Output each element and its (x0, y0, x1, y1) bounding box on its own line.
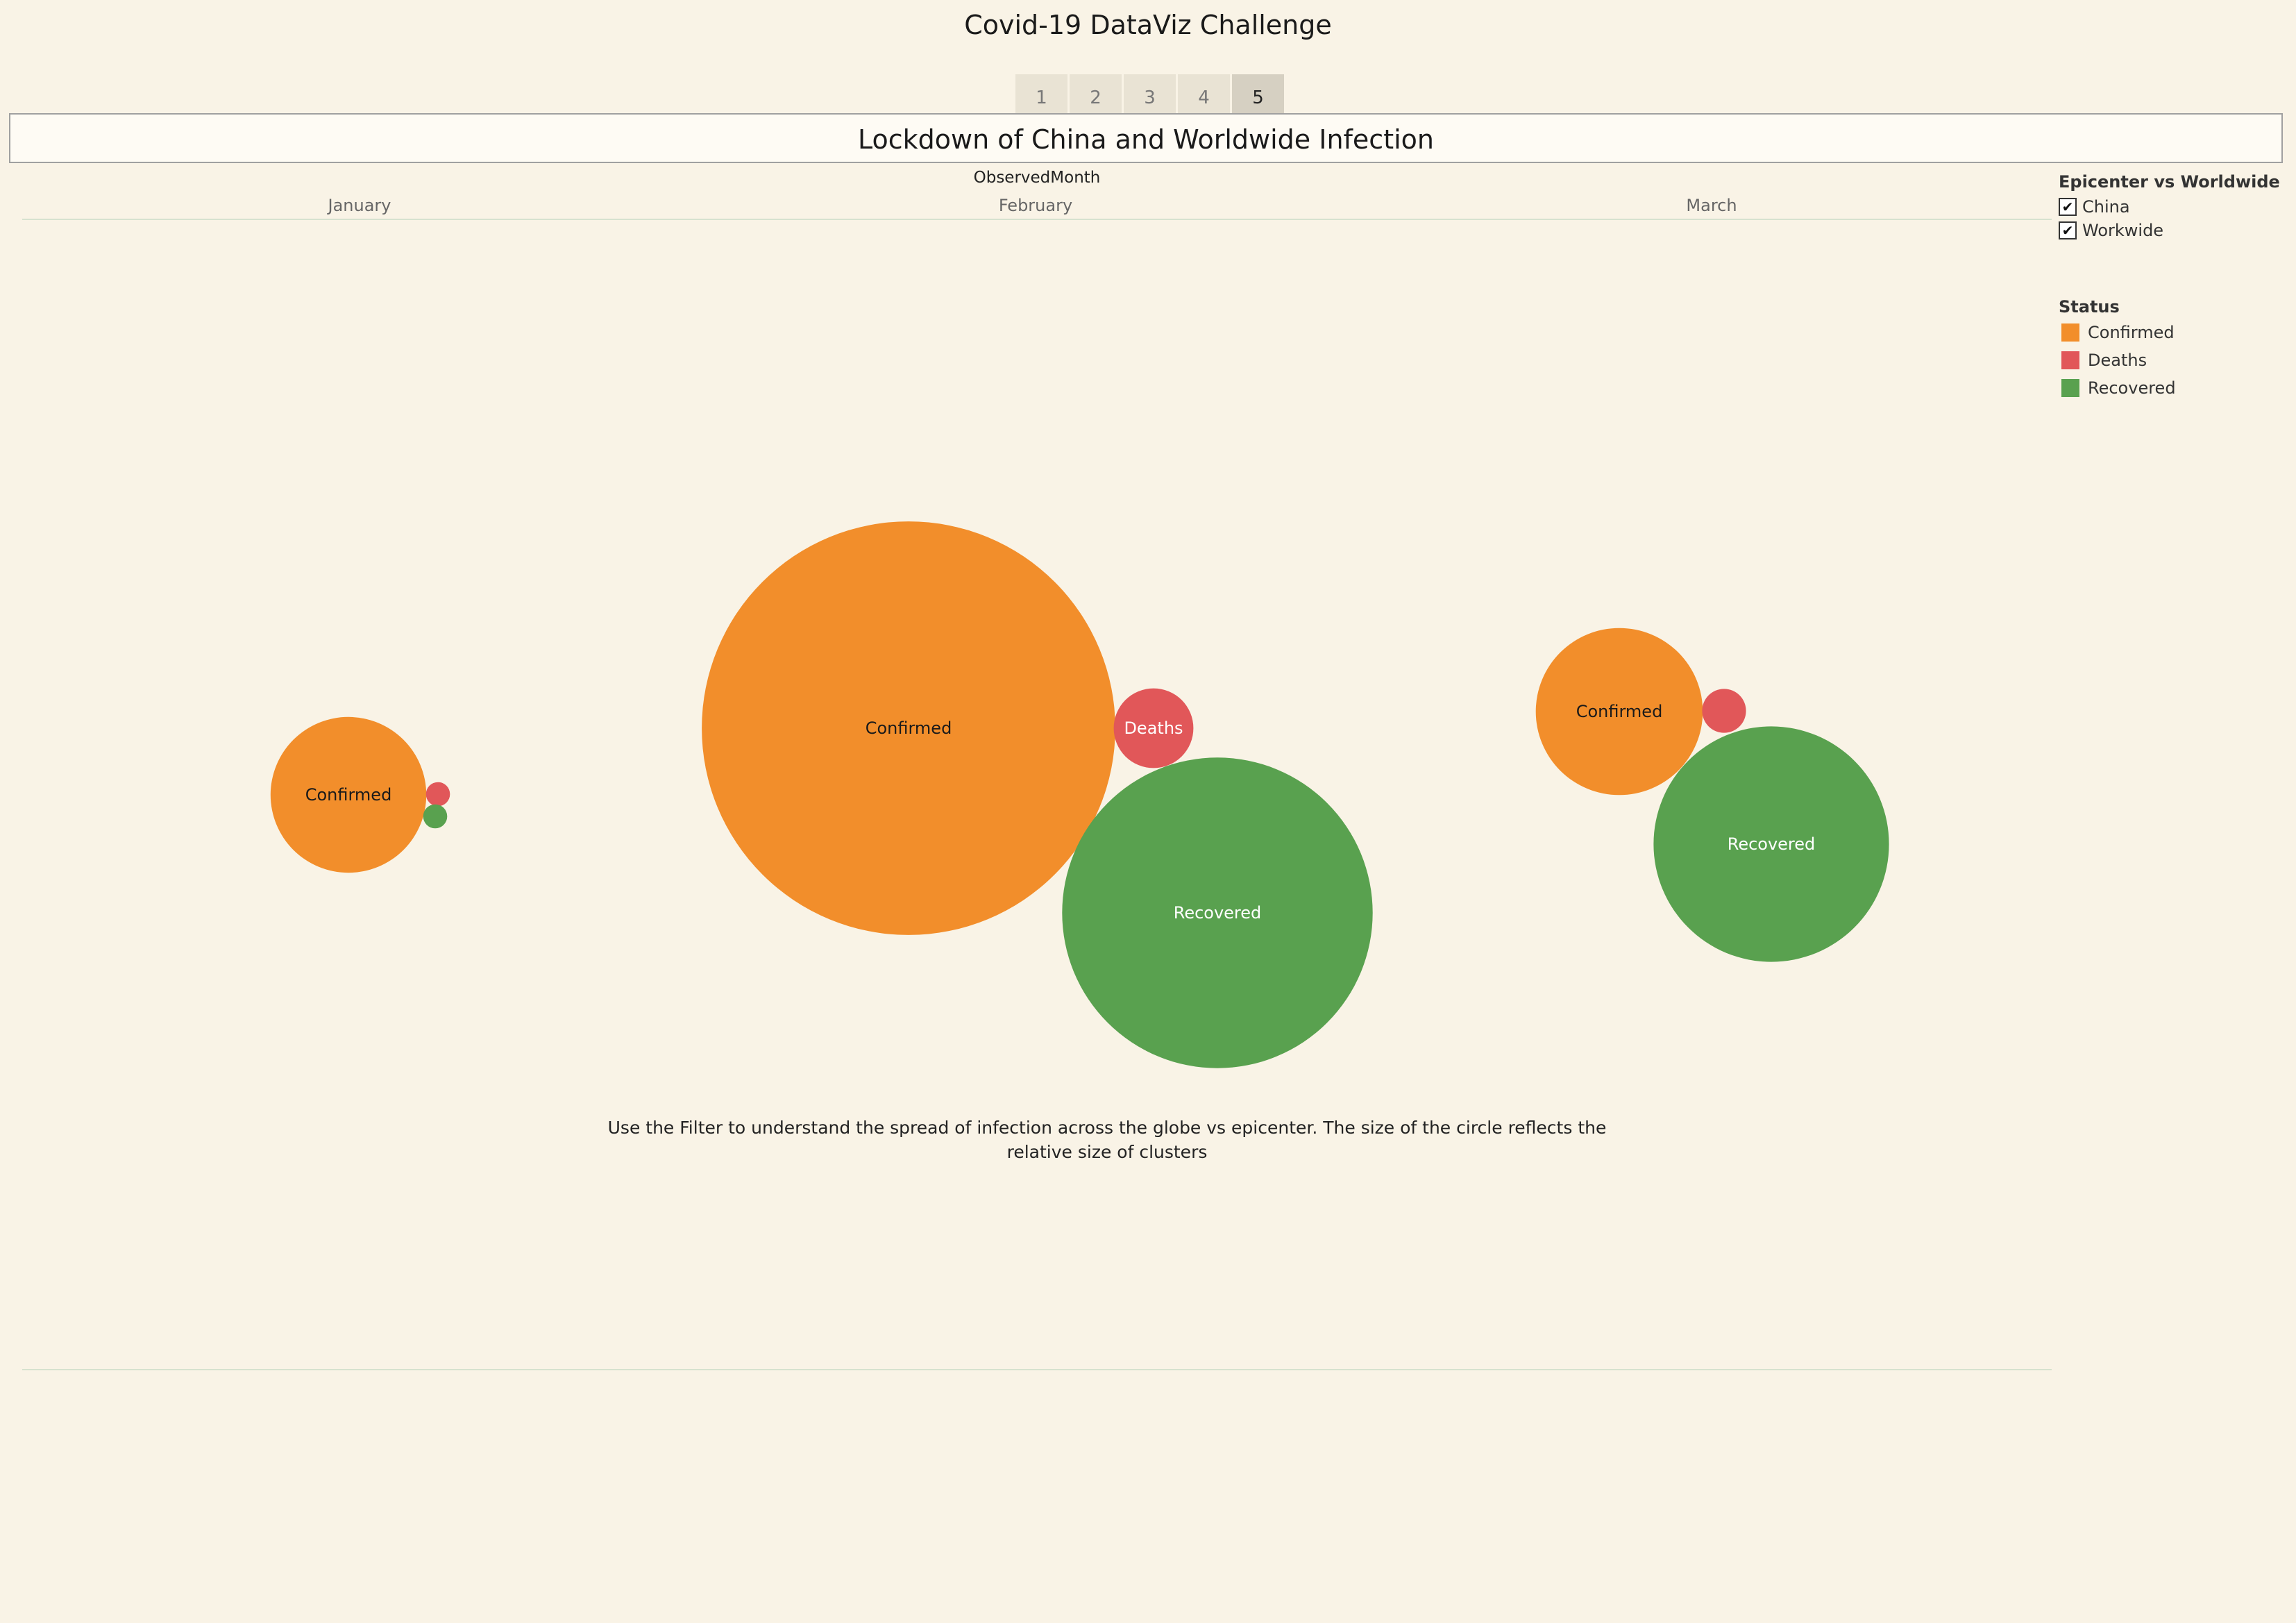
checkbox-worldwide[interactable]: ✔ (2059, 221, 2077, 239)
legend-label-deaths: Deaths (2088, 351, 2147, 370)
filter-label-china: China (2082, 197, 2130, 217)
filter-title: Epicenter vs Worldwide (2059, 172, 2280, 192)
bubble-label-february-recovered: Recovered (1174, 903, 1262, 923)
bubble-label-march-confirmed: Confirmed (1576, 702, 1663, 721)
bubble-january-deaths[interactable] (426, 782, 450, 807)
legend-label-confirmed: Confirmed (2088, 323, 2175, 342)
legend-item-deaths[interactable]: Deaths (2061, 351, 2147, 370)
legend-item-recovered[interactable]: Recovered (2061, 378, 2176, 398)
filter-item-worldwide[interactable]: ✔ Workwide (2059, 221, 2163, 240)
legend-label-recovered: Recovered (2088, 378, 2176, 398)
bubble-label-february-deaths: Deaths (1124, 718, 1183, 738)
legend-title: Status (2059, 297, 2120, 317)
legend-swatch-recovered (2061, 379, 2079, 397)
legend-swatch-confirmed (2061, 323, 2079, 342)
legend-swatch-deaths (2061, 351, 2079, 369)
legend-item-confirmed[interactable]: Confirmed (2061, 323, 2175, 342)
bubble-label-march-recovered: Recovered (1728, 834, 1816, 854)
bubble-label-january-confirmed: Confirmed (305, 785, 392, 805)
bubble-march-deaths[interactable] (1702, 689, 1746, 732)
bubble-january-recovered[interactable] (423, 805, 448, 829)
bubble-label-february-confirmed: Confirmed (866, 718, 952, 738)
footnote-text: Use the Filter to understand the spread … (590, 1116, 1624, 1164)
filter-item-china[interactable]: ✔ China (2059, 197, 2130, 217)
filter-label-worldwide: Workwide (2082, 221, 2163, 240)
checkbox-china[interactable]: ✔ (2059, 198, 2077, 216)
